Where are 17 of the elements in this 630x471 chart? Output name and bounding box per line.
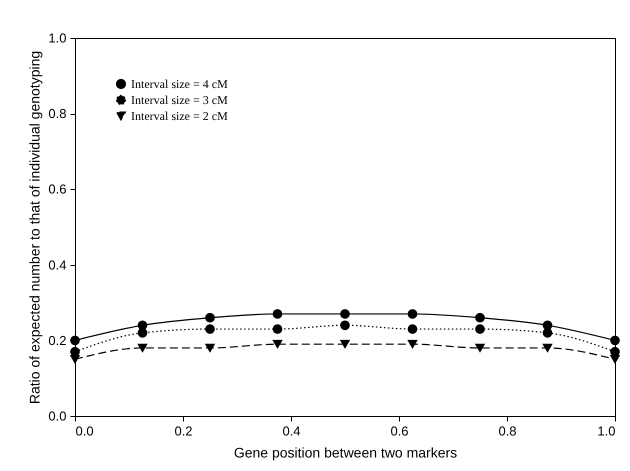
- y-tick-label: 0.0: [48, 408, 66, 424]
- y-axis-title: Ratio of expected number to that of individual genotyping: [26, 50, 42, 404]
- y-tick-label: 0.6: [48, 182, 66, 197]
- x-tick-label: 1.0: [597, 424, 616, 438]
- legend-label: Interval size = 2 cM: [131, 109, 228, 123]
- y-tick-label: 1.0: [48, 30, 66, 46]
- x-tick-label: 0.8: [498, 424, 517, 438]
- legend-label: Interval size = 4 cM: [131, 77, 228, 91]
- y-tick-label: 0.4: [48, 257, 66, 272]
- x-axis-title: Gene position between two markers: [234, 444, 458, 460]
- x-tick-label: 0.0: [76, 424, 94, 438]
- y-tick-label: 0.2: [48, 332, 66, 348]
- y-tick-label: 0.8: [48, 106, 66, 122]
- legend-label: Interval size = 3 cM: [131, 93, 228, 107]
- x-tick-label: 0.6: [390, 424, 409, 438]
- x-tick-label: 0.2: [174, 424, 193, 438]
- x-tick-label: 0.4: [282, 424, 301, 438]
